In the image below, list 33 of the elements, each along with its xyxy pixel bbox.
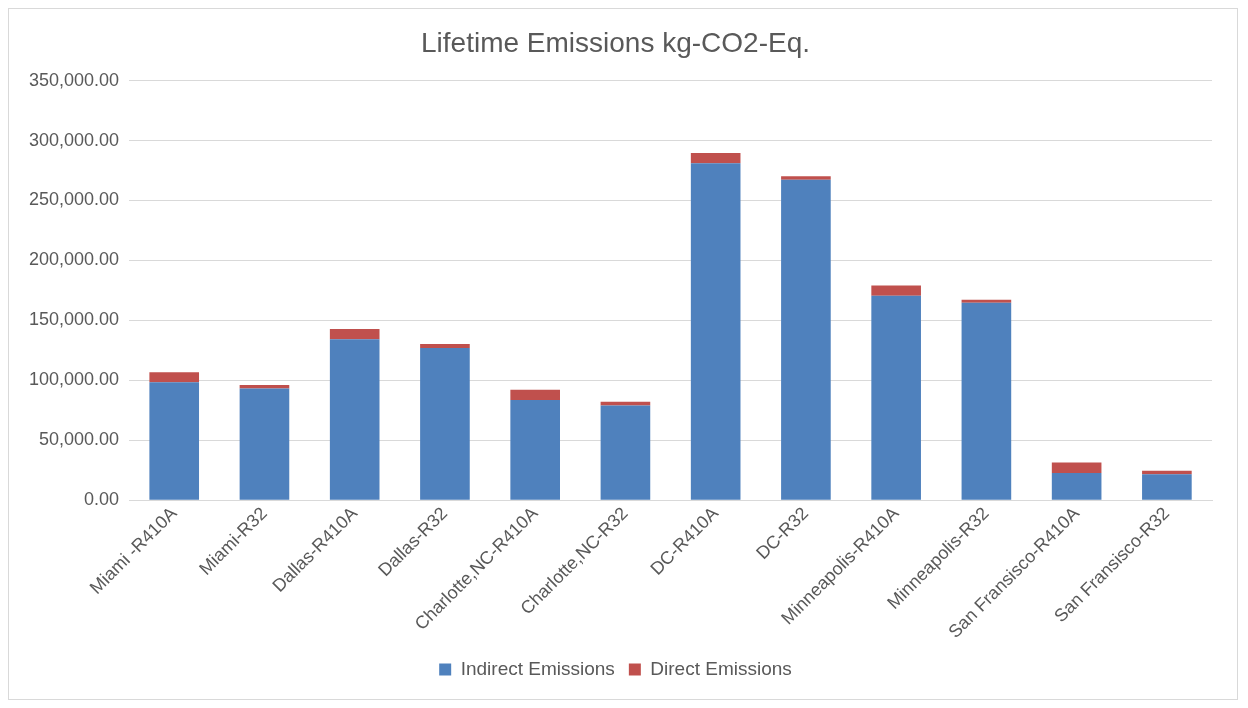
bar xyxy=(1142,470,1192,475)
bar xyxy=(329,339,380,500)
y-tick-label: 300,000.00 xyxy=(28,129,120,150)
legend-label: Direct Emissions xyxy=(650,657,792,679)
bar xyxy=(871,285,921,296)
bar xyxy=(510,399,560,500)
y-tick-label: 350,000.00 xyxy=(28,69,120,90)
legend-label: Indirect Emissions xyxy=(460,657,615,679)
bar xyxy=(961,302,1012,500)
y-tick-label: 150,000.00 xyxy=(28,309,120,330)
bar xyxy=(420,347,470,500)
bar xyxy=(690,153,741,164)
bar xyxy=(329,329,380,340)
bar xyxy=(1051,462,1102,473)
bar xyxy=(600,405,651,500)
y-tick-label: 250,000.00 xyxy=(28,189,120,210)
bar xyxy=(1142,474,1192,500)
bar xyxy=(510,389,560,400)
y-tick-label: 100,000.00 xyxy=(28,369,120,390)
bar xyxy=(149,372,200,383)
bar xyxy=(961,299,1012,303)
bar xyxy=(149,382,200,500)
bar xyxy=(781,179,831,500)
bar xyxy=(239,388,290,500)
y-tick-label: 200,000.00 xyxy=(28,249,120,270)
bar xyxy=(871,295,921,500)
y-tick-label: 50,000.00 xyxy=(39,429,120,450)
bar xyxy=(781,176,831,180)
bar xyxy=(690,163,741,500)
bar xyxy=(420,344,470,348)
chart-title: Lifetime Emissions kg-CO2-Eq. xyxy=(420,26,811,58)
y-tick-label: 0.00 xyxy=(84,489,120,510)
bar xyxy=(1051,472,1102,500)
